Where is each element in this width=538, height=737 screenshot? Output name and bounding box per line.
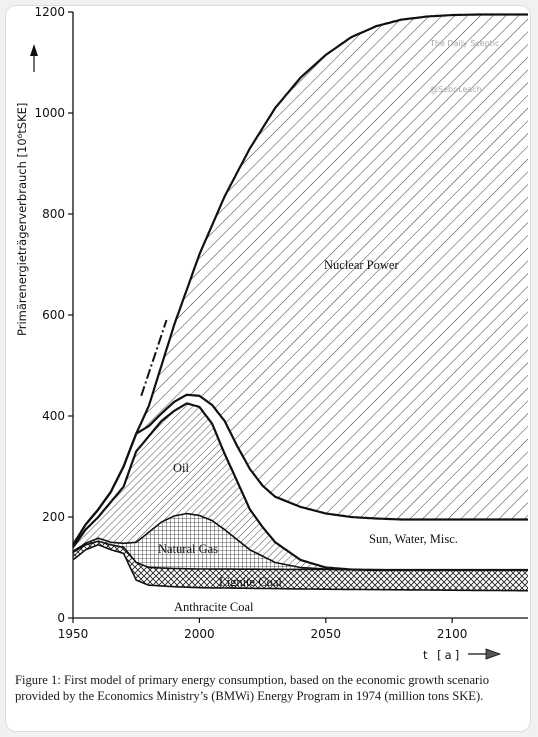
label-sun-water-misc: Sun, Water, Misc. xyxy=(369,532,458,546)
watermark-line2: @SebnLeach xyxy=(430,85,482,94)
axes: 0 200 400 600 800 1000 1200 1950 2000 2050 2100 xyxy=(34,6,528,641)
figure-frame: 0 200 400 600 800 1000 1200 1950 2000 2050 2100 Pr… xyxy=(6,6,530,731)
label-anthracite-coal: Anthracite Coal xyxy=(174,600,254,614)
area-nuclear-power xyxy=(73,14,528,545)
x-axis-arrow-icon xyxy=(468,648,502,660)
area-anthracite-coal xyxy=(73,544,528,618)
y-tick-label: 1000 xyxy=(34,106,65,120)
line-anthracite-coal xyxy=(72,543,528,592)
area-sun-water-misc xyxy=(73,394,528,570)
y-axis-label: Primärenergieträgerverbrauch [10⁶tSKE] xyxy=(15,103,29,336)
label-nuclear-power: Nuclear Power xyxy=(324,258,399,272)
bmwi-projection-line xyxy=(140,319,168,397)
y-axis-arrow-icon xyxy=(30,44,38,72)
x-tick-label: 2050 xyxy=(311,627,342,641)
line-sun-water-misc xyxy=(72,393,528,546)
x-tick-label: 2000 xyxy=(184,627,215,641)
bmwi-projection xyxy=(140,319,168,397)
watermark-line1: The Daily Sceptic xyxy=(429,39,499,48)
area-lignite-coal xyxy=(73,541,528,591)
figure-caption: Figure 1: First model of primary energy … xyxy=(15,673,490,703)
area-oil xyxy=(73,403,528,570)
x-tick-label: 1950 xyxy=(58,627,89,641)
y-tick-label: 400 xyxy=(42,409,65,423)
energy-consumption-chart: 0 200 400 600 800 1000 1200 1950 2000 2050 2100 Pr… xyxy=(15,6,528,662)
label-lignite-coal: Lignite Coal xyxy=(219,575,282,589)
area-natural-gas xyxy=(73,513,528,570)
area-layers xyxy=(72,13,528,618)
y-tick-label: 600 xyxy=(42,308,65,322)
y-tick-label: 1200 xyxy=(34,6,65,19)
y-tick-label: 800 xyxy=(42,207,65,221)
label-natural-gas: Natural Gas xyxy=(158,542,218,556)
line-oil xyxy=(72,402,528,572)
y-tick-label: 0 xyxy=(57,611,65,625)
x-axis-label: t [a] xyxy=(423,648,462,662)
y-tick-label: 200 xyxy=(42,510,65,524)
line-nuclear-power xyxy=(72,13,528,546)
label-oil: Oil xyxy=(173,461,190,475)
x-tick-label: 2100 xyxy=(437,627,468,641)
